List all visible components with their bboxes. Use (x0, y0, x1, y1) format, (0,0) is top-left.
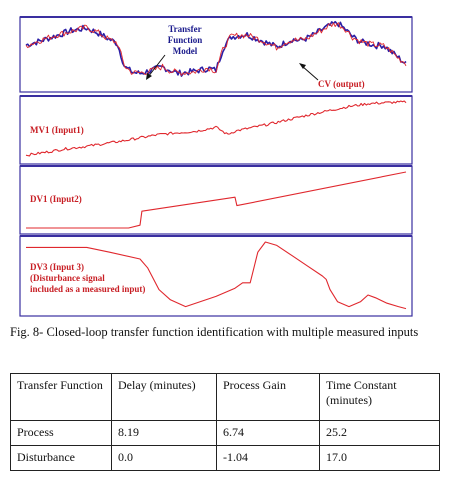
table-header-row: Transfer Function Delay (minutes) Proces… (10, 373, 440, 421)
series-line-mv1-0 (25, 100, 407, 157)
annotation-arrow-model (147, 54, 166, 78)
table-row: Process 8.19 6.74 25.2 (10, 420, 440, 446)
table-cell: 0.0 (111, 445, 217, 471)
transfer-function-table: Transfer Function Delay (minutes) Proces… (10, 373, 440, 471)
label-dv3: DV3 (Input 3) (30, 262, 84, 272)
annotation-model-line1: Transfer (168, 24, 201, 34)
header-delay: Delay (minutes) (111, 373, 217, 421)
annotation-model-line3: Model (173, 46, 198, 56)
annotation-arrowhead-cv (299, 63, 306, 69)
table-cell: 25.2 (319, 420, 440, 446)
annotation-arrow-cv (301, 65, 319, 81)
header-transfer-function: Transfer Function (10, 373, 112, 421)
label-dv3-note2: included as a measured input) (30, 284, 145, 294)
header-time-constant: Time Constant (minutes) (319, 373, 440, 421)
table-cell: Disturbance (10, 445, 112, 471)
table-cell: 17.0 (319, 445, 440, 471)
table-cell: 6.74 (216, 420, 320, 446)
annotation-model-line2: Function (168, 35, 203, 45)
panel-frame-dv3 (19, 235, 413, 317)
table-row: Disturbance 0.0 -1.04 17.0 (10, 445, 440, 471)
header-process-gain: Process Gain (216, 373, 320, 421)
annotation-cv-label: CV (output) (318, 79, 365, 89)
table-cell: -1.04 (216, 445, 320, 471)
label-dv3-note1: (Disturbance signal (30, 273, 105, 283)
series-line-top-1 (25, 22, 407, 76)
table-cell: 8.19 (111, 420, 217, 446)
series-line-dv3-0 (26, 241, 407, 310)
label-mv1: MV1 (Input1) (30, 125, 84, 135)
series-line-dv1-0 (26, 171, 407, 229)
annotation-arrowhead-model (146, 73, 152, 80)
figure-caption: Fig. 8- Closed-loop transfer function id… (10, 325, 419, 339)
label-dv1: DV1 (Input2) (30, 194, 82, 204)
table-cell: Process (10, 420, 112, 446)
